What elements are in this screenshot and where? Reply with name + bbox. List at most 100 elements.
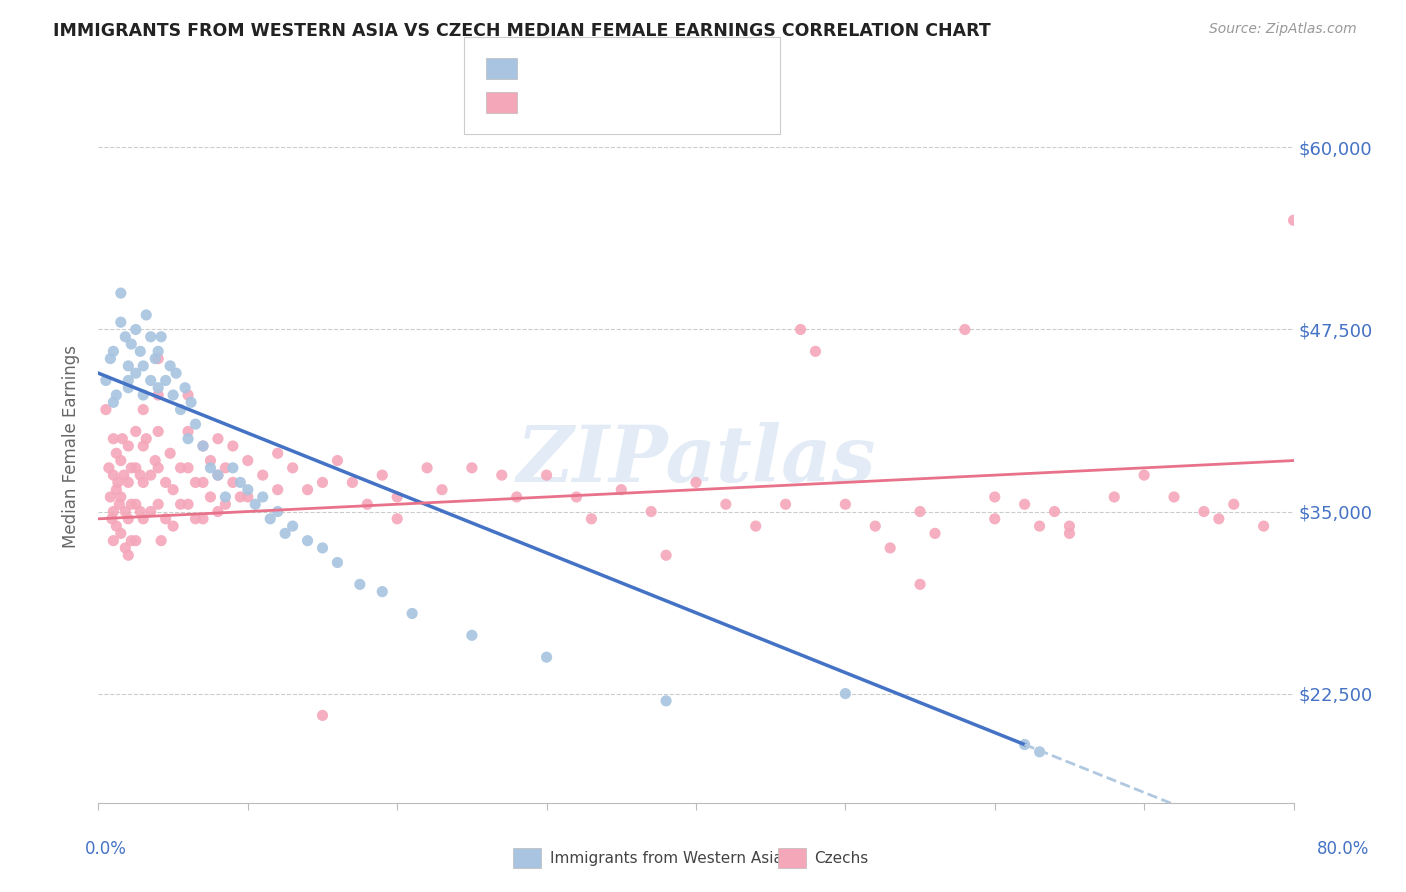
Point bbox=[311, 708, 333, 723]
Text: 0.0%: 0.0% bbox=[84, 840, 127, 858]
Point bbox=[103, 504, 125, 518]
Y-axis label: Median Female Earnings: Median Female Earnings bbox=[62, 344, 80, 548]
Point bbox=[222, 439, 245, 453]
Text: 122: 122 bbox=[678, 94, 713, 112]
Point bbox=[162, 519, 184, 533]
Point bbox=[401, 607, 423, 621]
Point bbox=[326, 556, 349, 570]
Point bbox=[207, 504, 229, 518]
Point bbox=[94, 374, 117, 388]
Point bbox=[112, 468, 135, 483]
Point bbox=[804, 344, 827, 359]
Point bbox=[177, 388, 200, 402]
Point bbox=[1028, 519, 1050, 533]
Point bbox=[229, 475, 252, 490]
Point bbox=[125, 460, 148, 475]
Point bbox=[125, 366, 148, 380]
Point bbox=[150, 330, 173, 344]
Point bbox=[105, 388, 128, 402]
Point bbox=[326, 453, 349, 467]
Point bbox=[132, 359, 155, 373]
Point bbox=[132, 475, 155, 490]
Text: Source: ZipAtlas.com: Source: ZipAtlas.com bbox=[1209, 22, 1357, 37]
Point bbox=[139, 374, 162, 388]
Point bbox=[789, 322, 811, 336]
Point bbox=[297, 533, 319, 548]
Point bbox=[281, 460, 304, 475]
Point bbox=[110, 286, 132, 301]
Point bbox=[155, 475, 177, 490]
Point bbox=[191, 512, 214, 526]
Point bbox=[132, 388, 155, 402]
Point bbox=[117, 381, 139, 395]
Point bbox=[834, 687, 856, 701]
Point bbox=[207, 468, 229, 483]
Point bbox=[1014, 497, 1036, 511]
Point bbox=[685, 475, 707, 490]
Point bbox=[655, 548, 678, 562]
Point bbox=[984, 490, 1007, 504]
Point bbox=[281, 519, 304, 533]
Point bbox=[143, 351, 166, 366]
Point bbox=[1104, 490, 1126, 504]
Point bbox=[174, 381, 197, 395]
Point bbox=[267, 483, 290, 497]
Point bbox=[491, 468, 513, 483]
Point bbox=[117, 475, 139, 490]
Point bbox=[129, 344, 152, 359]
Point bbox=[214, 490, 236, 504]
Point bbox=[1028, 745, 1050, 759]
Point bbox=[252, 490, 274, 504]
Point bbox=[105, 519, 128, 533]
Point bbox=[1282, 213, 1305, 227]
Point bbox=[191, 475, 214, 490]
Point bbox=[252, 468, 274, 483]
Point bbox=[103, 468, 125, 483]
Point bbox=[565, 490, 588, 504]
Point bbox=[107, 475, 129, 490]
Point bbox=[148, 388, 170, 402]
Point bbox=[245, 497, 267, 511]
Point bbox=[984, 512, 1007, 526]
Point bbox=[610, 483, 633, 497]
Point bbox=[461, 460, 484, 475]
Point bbox=[207, 468, 229, 483]
Point bbox=[169, 460, 191, 475]
Point bbox=[101, 512, 124, 526]
Point bbox=[1253, 519, 1275, 533]
Point bbox=[1192, 504, 1215, 518]
Point bbox=[908, 577, 931, 591]
Point bbox=[236, 483, 259, 497]
Point bbox=[1163, 490, 1185, 504]
Point bbox=[349, 577, 371, 591]
Point bbox=[461, 628, 484, 642]
Point bbox=[159, 446, 181, 460]
Text: R =: R = bbox=[526, 94, 562, 112]
Point bbox=[1208, 512, 1230, 526]
Point bbox=[117, 512, 139, 526]
Point bbox=[581, 512, 603, 526]
Point bbox=[148, 460, 170, 475]
Text: Czechs: Czechs bbox=[814, 851, 869, 865]
Point bbox=[714, 497, 737, 511]
Point bbox=[125, 497, 148, 511]
Point bbox=[177, 460, 200, 475]
Point bbox=[98, 490, 122, 504]
Point bbox=[98, 351, 122, 366]
Point bbox=[105, 446, 128, 460]
Text: ZIPatlas: ZIPatlas bbox=[516, 422, 876, 499]
Point bbox=[114, 541, 136, 555]
Text: 58: 58 bbox=[678, 60, 700, 78]
Point bbox=[120, 497, 142, 511]
Point bbox=[132, 439, 155, 453]
Text: -0.539: -0.539 bbox=[564, 60, 623, 78]
Point bbox=[236, 453, 259, 467]
Point bbox=[148, 351, 170, 366]
Point bbox=[267, 446, 290, 460]
Point bbox=[139, 468, 162, 483]
Point bbox=[177, 425, 200, 439]
Point bbox=[385, 490, 409, 504]
Point bbox=[214, 497, 236, 511]
Point bbox=[103, 432, 125, 446]
Point bbox=[222, 460, 245, 475]
